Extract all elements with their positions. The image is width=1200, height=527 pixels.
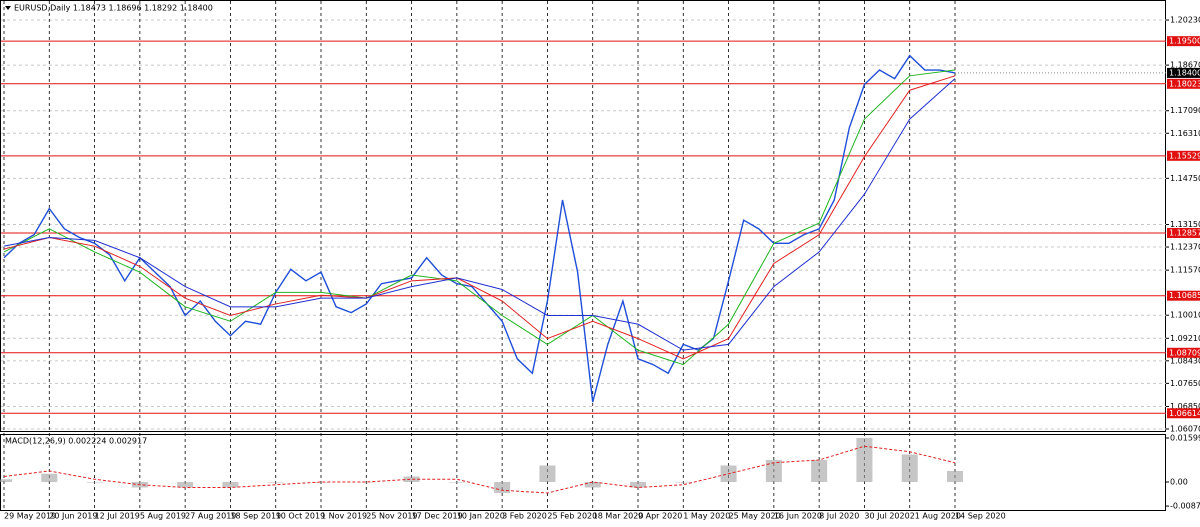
level-label: 1.12857 [1169, 228, 1200, 237]
y-tick-label: 1.09210 [1170, 334, 1200, 343]
level-label: 1.19500 [1169, 37, 1200, 46]
macd-bar [0, 479, 12, 482]
macd-bar [41, 473, 58, 482]
x-tick-label: 25 Feb 2020 [547, 512, 597, 521]
y-tick-label: 1.06070 [1170, 424, 1200, 433]
y-tick-label: -0.008748 [1170, 502, 1200, 511]
level-label: 1.18023 [1169, 79, 1200, 88]
x-tick-label: 9 Apr 2020 [638, 512, 682, 521]
macd-bar [86, 481, 103, 483]
menu-arrow [5, 6, 11, 10]
current-tag [1167, 67, 1200, 78]
level-tag [1167, 150, 1200, 161]
level-label: 1.10685 [1169, 291, 1200, 300]
level-label: 1.06614 [1169, 409, 1200, 418]
y-tick-label: 0.015993 [1170, 433, 1200, 442]
macd-bar [539, 465, 556, 482]
x-tick-label: 20 Jun 2019 [49, 512, 97, 521]
y-tick-label: 1.12370 [1170, 243, 1200, 252]
moving-average [3, 69, 956, 366]
macd-frame [0, 434, 1166, 511]
macd-bar [448, 481, 465, 483]
macd-bar [403, 476, 420, 482]
x-tick-label: 21 Aug 2020 [910, 512, 961, 521]
macd-bar [222, 481, 239, 488]
y-tick-label: 1.14750 [1170, 174, 1200, 183]
x-tick-label: 1 Nov 2019 [321, 512, 367, 521]
x-tick-label: 16 Jun 2020 [774, 512, 822, 521]
x-tick-label: 5 Aug 2019 [140, 512, 186, 521]
x-tick-label: 10 Jan 2020 [457, 512, 505, 521]
macd-title: MACD(12,26,9) 0.002224 0.002917 [5, 437, 147, 446]
moving-average [3, 78, 956, 351]
macd-bar [267, 481, 284, 483]
macd-bar [358, 481, 375, 483]
x-tick-label: 25 May 2020 [729, 512, 781, 521]
level-tag [1167, 347, 1200, 358]
macd-bar [765, 459, 782, 482]
level-tag [1167, 290, 1200, 301]
x-tick-label: 18 Mar 2020 [593, 512, 644, 521]
chart-title: EURUSD,Daily 1.18473 1.18696 1.18292 1.1… [14, 4, 213, 13]
macd-bar [856, 437, 873, 482]
level-tag [1167, 408, 1200, 419]
moving-average [3, 75, 956, 360]
macd-bar [584, 481, 601, 488]
y-tick-label: 1.06850 [1170, 402, 1200, 411]
y-tick-label: 1.16310 [1170, 129, 1200, 138]
macd-bar [494, 481, 511, 493]
macd-bar [947, 470, 963, 482]
x-tick-label: 29 May 2019 [4, 512, 56, 521]
y-tick-label: 1.20230 [1170, 16, 1200, 25]
x-tick-label: 18 Sep 2019 [230, 512, 281, 521]
main-frame [0, 0, 1166, 432]
y-tick-label: 1.11570 [1170, 266, 1200, 275]
y-tick-label: 1.13150 [1170, 220, 1200, 229]
price-line [3, 54, 956, 403]
macd-bar [630, 481, 646, 488]
x-tick-label: 17 Dec 2019 [412, 512, 463, 521]
x-tick-label: 8 Jul 2020 [819, 512, 859, 521]
macd-bar [901, 454, 918, 482]
y-tick-label: 1.17090 [1170, 106, 1200, 115]
level-label: 1.15529 [1169, 151, 1200, 160]
level-tag [1167, 227, 1200, 238]
level-tag [1167, 36, 1200, 47]
level-tag [1167, 78, 1200, 89]
macd-bar [313, 481, 329, 483]
y-tick-label: 1.08430 [1170, 356, 1200, 365]
x-tick-label: 14 Sep 2020 [955, 512, 1006, 521]
y-tick-label: 1.10010 [1170, 311, 1200, 320]
signal-line [3, 445, 956, 494]
x-tick-label: 3 Feb 2020 [502, 512, 547, 521]
y-tick-label: 1.18670 [1170, 61, 1200, 70]
level-label: 1.08709 [1169, 348, 1200, 357]
x-tick-label: 10 Oct 2019 [276, 512, 325, 521]
y-tick-label: 1.07650 [1170, 379, 1200, 388]
x-tick-label: 25 Nov 2019 [366, 512, 417, 521]
x-tick-label: 30 Jul 2020 [864, 512, 909, 521]
x-tick-label: 27 Aug 2019 [185, 512, 236, 521]
macd-bar [177, 481, 194, 488]
x-tick-label: 12 Jul 2019 [95, 512, 140, 521]
y-tick-label: 0.00 [1170, 477, 1188, 486]
macd-bar [675, 481, 692, 483]
current-label: 1.18400 [1169, 68, 1200, 77]
macd-bar [811, 459, 828, 482]
x-tick-label: 1 May 2020 [683, 512, 730, 521]
